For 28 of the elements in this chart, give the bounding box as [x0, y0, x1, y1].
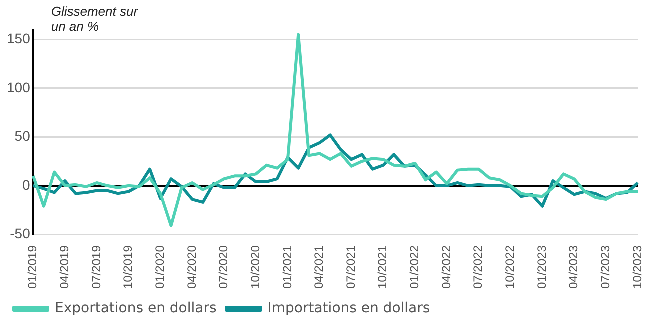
y-tick-label: -50 — [10, 225, 31, 242]
x-tick-label: 10/2023 — [630, 245, 644, 290]
x-tick-label: 07/2023 — [598, 245, 612, 290]
y-tick-label: 0 — [22, 176, 31, 193]
x-tick-label: 07/2021 — [344, 245, 358, 290]
x-tick-label: 01/2022 — [408, 245, 422, 290]
x-tick-label: 10/2019 — [121, 245, 136, 290]
y-tick-label: 100 — [7, 79, 31, 96]
x-tick-label: 04/2021 — [312, 245, 326, 290]
x-tick-label: 04/2020 — [184, 245, 199, 290]
x-tick-label: 07/2022 — [471, 245, 486, 290]
x-tick-label: 10/2022 — [503, 245, 518, 290]
x-tick-label: 04/2022 — [439, 245, 454, 290]
x-tick-label: 07/2019 — [89, 245, 104, 290]
x-tick-label: 01/2020 — [152, 245, 167, 290]
x-tick-label: 07/2020 — [216, 245, 231, 290]
x-tick-label: 04/2019 — [57, 245, 72, 290]
y-axis-title: Glissement sur un an % — [51, 4, 139, 34]
x-tick-label: 10/2021 — [376, 245, 390, 290]
y-tick-label: 150 — [7, 30, 31, 47]
x-tick-label: 04/2023 — [566, 245, 581, 290]
x-tick-label: 01/2023 — [534, 245, 549, 290]
legend-label: Importations en dollars — [268, 300, 430, 317]
y-tick-label: 50 — [14, 128, 31, 144]
x-tick-label: 10/2020 — [248, 245, 262, 290]
legend-label: Exportations en dollars — [55, 300, 217, 317]
x-tick-label: 01/2021 — [280, 245, 294, 290]
x-tick-label: 01/2019 — [26, 245, 40, 290]
